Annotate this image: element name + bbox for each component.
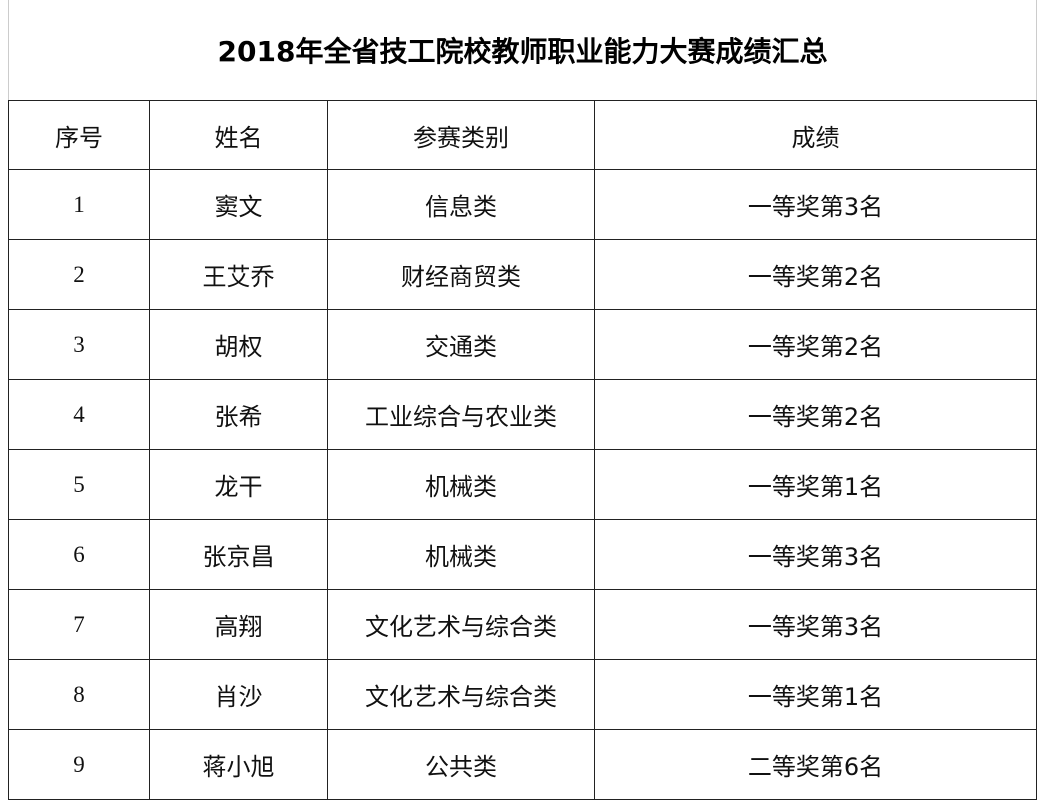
table-cell: 一等奖第3名	[595, 520, 1037, 590]
table-cell: 机械类	[328, 520, 595, 590]
table-cell: 3	[8, 310, 150, 380]
table-cell: 王艾乔	[150, 240, 328, 310]
table-cell: 二等奖第6名	[595, 730, 1037, 800]
table-cell: 一等奖第1名	[595, 450, 1037, 520]
table-cell: 4	[8, 380, 150, 450]
header-cell: 姓名	[150, 100, 328, 170]
table-cell: 张希	[150, 380, 328, 450]
table-cell: 6	[8, 520, 150, 590]
table-cell: 9	[8, 730, 150, 800]
table-cell: 一等奖第3名	[595, 170, 1037, 240]
table-cell: 肖沙	[150, 660, 328, 730]
table-cell: 张京昌	[150, 520, 328, 590]
table-cell: 7	[8, 590, 150, 660]
table-cell: 一等奖第1名	[595, 660, 1037, 730]
table-cell: 工业综合与农业类	[328, 380, 595, 450]
table-cell: 窦文	[150, 170, 328, 240]
table-cell: 文化艺术与综合类	[328, 590, 595, 660]
table-cell: 一等奖第2名	[595, 240, 1037, 310]
table-cell: 机械类	[328, 450, 595, 520]
table-cell: 胡权	[150, 310, 328, 380]
table-cell: 2	[8, 240, 150, 310]
table-cell: 交通类	[328, 310, 595, 380]
table-cell: 1	[8, 170, 150, 240]
table-cell: 5	[8, 450, 150, 520]
table-cell: 文化艺术与综合类	[328, 660, 595, 730]
table-cell: 财经商贸类	[328, 240, 595, 310]
table-cell: 蒋小旭	[150, 730, 328, 800]
header-cell: 参赛类别	[328, 100, 595, 170]
table-cell: 高翔	[150, 590, 328, 660]
header-cell: 序号	[8, 100, 150, 170]
table-cell: 龙干	[150, 450, 328, 520]
header-cell: 成绩	[595, 100, 1037, 170]
table-cell: 8	[8, 660, 150, 730]
table-cell: 信息类	[328, 170, 595, 240]
table-cell: 一等奖第2名	[595, 380, 1037, 450]
table-cell: 一等奖第3名	[595, 590, 1037, 660]
table-cell: 一等奖第2名	[595, 310, 1037, 380]
title: 2018年全省技工院校教师职业能力大赛成绩汇总	[8, 0, 1037, 100]
table-cell: 公共类	[328, 730, 595, 800]
